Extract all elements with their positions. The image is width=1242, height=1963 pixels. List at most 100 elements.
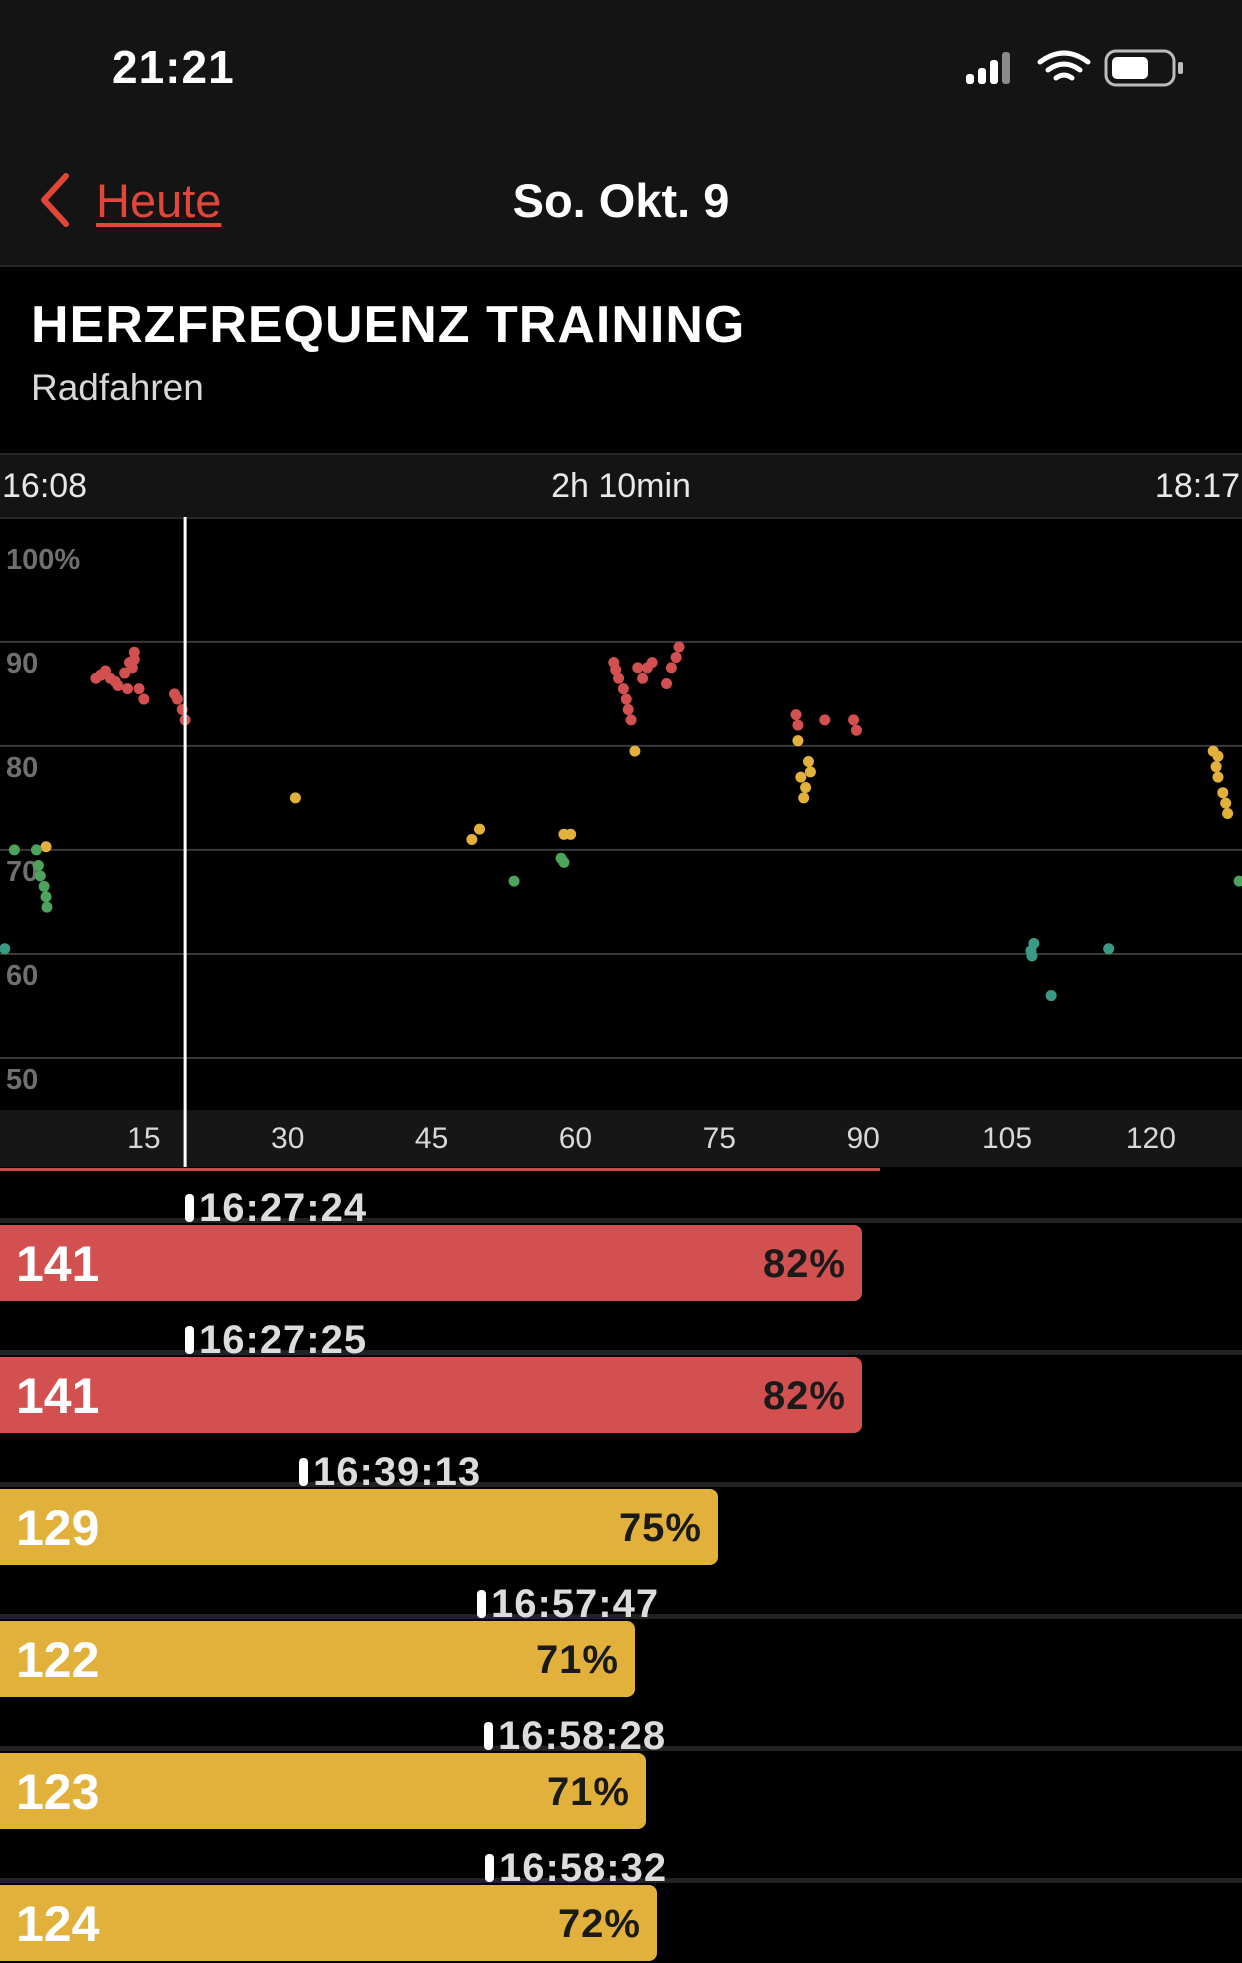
sample-time: 16:58:32: [499, 1845, 668, 1890]
x-tick-label: 105: [982, 1122, 1032, 1155]
page-title: So. Okt. 9: [512, 174, 730, 227]
bpm-value: 123: [16, 1764, 100, 1820]
data-point-yellow: [1217, 787, 1229, 799]
data-point-green: [558, 856, 570, 868]
time-marker-icon: [485, 1854, 494, 1882]
data-point-red: [632, 662, 644, 674]
bpm-value: 141: [16, 1236, 100, 1292]
time-marker-icon: [185, 1194, 194, 1222]
data-point-red: [128, 654, 140, 666]
max-hr-percent: 72%: [557, 1902, 641, 1946]
data-point-red: [637, 672, 649, 684]
row-separator: [0, 1218, 1242, 1223]
row-separator: [0, 1350, 1242, 1355]
data-point-green: [40, 891, 52, 903]
row-separator: [0, 1614, 1242, 1619]
row-separator: [0, 1482, 1242, 1487]
sample-time: 16:39:13: [313, 1449, 482, 1494]
data-point-red: [819, 714, 831, 726]
x-tick-label: 60: [559, 1122, 592, 1155]
heart-rate-bar: 141 82%: [0, 1357, 862, 1433]
data-point-yellow: [792, 735, 804, 747]
y-tick-label: 80: [6, 752, 38, 784]
data-point-red: [617, 683, 629, 695]
data-point-red: [622, 703, 634, 715]
data-point-yellow: [474, 823, 486, 835]
sample-time: 16:57:47: [491, 1581, 660, 1626]
data-point-green: [38, 880, 50, 892]
y-tick-label: 90: [6, 648, 38, 680]
bpm-value: 122: [16, 1632, 100, 1688]
sample-row[interactable]: 16:39:13 129 75%: [0, 1432, 1242, 1565]
data-point-yellow: [289, 792, 301, 804]
heart-rate-chart[interactable]: 100% 90 80 70 60 50 15 30 45 60 75 90 105 120: [0, 517, 1242, 1167]
time-marker-icon: [185, 1326, 194, 1354]
x-tick-label: 45: [415, 1122, 448, 1155]
data-point-green: [508, 875, 520, 887]
navigation-bar: Heute So. Okt. 9: [0, 135, 1242, 267]
data-point-yellow: [804, 766, 816, 778]
section-header: HERZFREQUENZ TRAINING Radfahren: [0, 267, 1242, 452]
sample-time-marker: 16:27:24: [185, 1186, 367, 1230]
data-point-red: [848, 714, 860, 726]
list-top-line: [0, 1168, 880, 1171]
data-point-red: [133, 683, 145, 695]
data-point-red: [138, 693, 150, 705]
data-point-red: [670, 651, 682, 663]
data-point-green: [32, 860, 44, 872]
bpm-value: 141: [16, 1368, 100, 1424]
data-point-yellow: [795, 771, 807, 783]
status-time: 21:21: [112, 41, 235, 93]
range-duration: 2h 10min: [551, 467, 691, 505]
x-tick-label: 30: [271, 1122, 304, 1155]
data-point-red: [661, 677, 673, 689]
chevron-left-icon: [41, 173, 69, 227]
time-marker-icon: [477, 1590, 486, 1618]
row-separator: [0, 1878, 1242, 1883]
heart-rate-bar: 122 71%: [0, 1621, 635, 1697]
data-point-red: [646, 657, 658, 669]
sample-row[interactable]: 16:58:28 123 71%: [0, 1696, 1242, 1829]
heart-rate-bar: 141 82%: [0, 1225, 862, 1301]
range-end-time: 18:17: [1154, 467, 1240, 505]
y-tick-label: 50: [6, 1064, 38, 1096]
data-point-yellow: [1210, 761, 1222, 773]
sample-time-marker: 16:27:25: [185, 1317, 368, 1362]
sample-row[interactable]: 16:58:32 124 72%: [0, 1828, 1242, 1961]
data-point-yellow: [1220, 797, 1232, 809]
data-point-yellow: [800, 781, 812, 793]
sample-row[interactable]: 16:57:47 122 71%: [0, 1564, 1242, 1697]
sample-row[interactable]: 16:27:24 141 82%: [0, 1168, 1242, 1301]
data-point-red: [171, 693, 183, 705]
data-point-yellow: [798, 792, 810, 804]
max-hr-percent: 71%: [546, 1770, 630, 1814]
heart-rate-bar: 123 71%: [0, 1753, 646, 1829]
x-axis-band: [0, 1110, 1242, 1167]
back-button[interactable]: Heute: [36, 165, 221, 235]
data-point-green: [8, 844, 20, 856]
data-point-red: [790, 709, 802, 721]
sample-time: 16:27:25: [199, 1317, 368, 1362]
x-tick-label: 15: [127, 1122, 160, 1155]
y-tick-label: 60: [6, 960, 38, 992]
back-label: Heute: [96, 173, 222, 227]
wifi-icon: [1037, 50, 1091, 81]
data-point-yellow: [40, 841, 52, 853]
x-tick-label: 90: [846, 1122, 879, 1155]
max-hr-percent: 71%: [535, 1638, 619, 1682]
x-tick-label: 120: [1126, 1122, 1176, 1155]
data-point-teal: [1045, 990, 1057, 1002]
activity-type: Radfahren: [31, 367, 204, 408]
data-point-red: [613, 672, 625, 684]
heart-rate-bar: 129 75%: [0, 1489, 718, 1565]
x-tick-label: 75: [703, 1122, 736, 1155]
data-point-green: [1233, 875, 1242, 887]
data-point-red: [112, 680, 124, 692]
sample-row[interactable]: 16:27:25 141 82%: [0, 1300, 1242, 1433]
heart-rate-sample-list[interactable]: 16:27:24 141 82% 16:27:25 141 82% 16:39:13 129 7…: [0, 1168, 1242, 1963]
y-tick-label: 100%: [6, 544, 80, 576]
range-start-time: 16:08: [2, 467, 88, 505]
data-point-yellow: [1212, 771, 1224, 783]
data-point-yellow: [802, 755, 814, 767]
sample-time-marker: 16:39:13: [299, 1449, 482, 1494]
